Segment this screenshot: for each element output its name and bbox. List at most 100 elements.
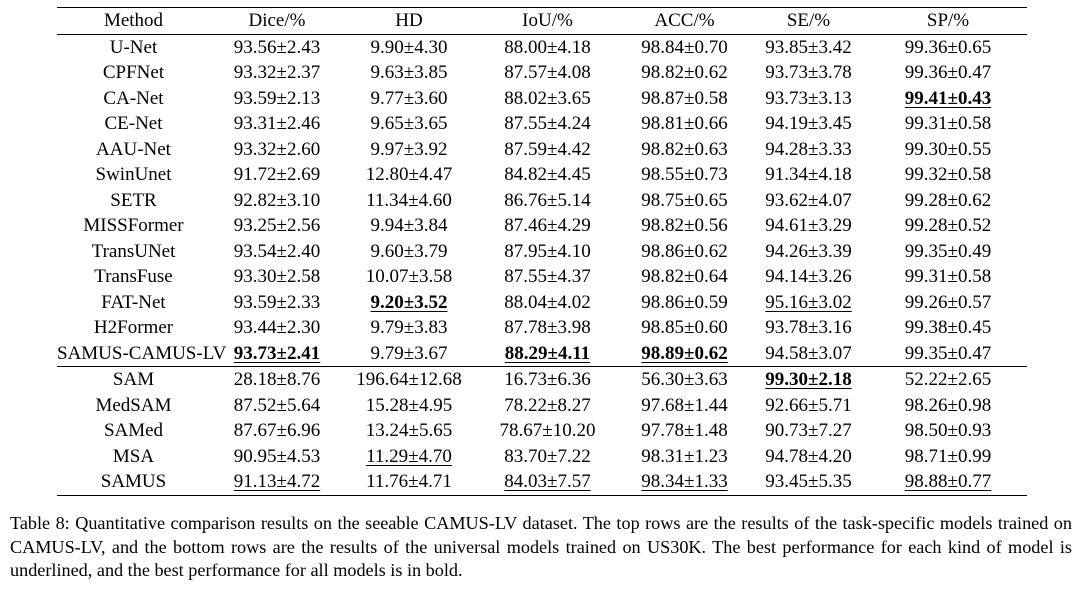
metric-value: 99.31±0.58 bbox=[904, 266, 992, 287]
metric-value: 94.61±3.29 bbox=[765, 215, 852, 236]
metric-value: 98.87±0.58 bbox=[641, 87, 728, 109]
metric-value: 9.90±4.30 bbox=[370, 36, 448, 58]
metric-cell: 52.22±2.65 bbox=[869, 366, 1027, 393]
table-caption: Table 8: Quantitative comparison results… bbox=[10, 513, 1072, 580]
metric-cell: 88.02±3.65 bbox=[474, 86, 621, 112]
table-row: SwinUnet 91.72±2.69 12.80±4.47 84.82±4.45 98… bbox=[57, 162, 1027, 188]
metric-cell: 97.68±1.44 bbox=[621, 393, 748, 419]
metric-cell: 91.72±2.69 bbox=[210, 162, 344, 188]
metric-value: 98.34±1.33 bbox=[641, 471, 728, 492]
metric-cell: 99.28±0.62 bbox=[869, 188, 1027, 214]
metric-cell: 16.73±6.36 bbox=[474, 366, 621, 393]
metric-value: 98.82±0.56 bbox=[641, 215, 728, 236]
metric-value: 98.82±0.64 bbox=[641, 266, 728, 287]
metric-cell: 99.28±0.52 bbox=[869, 213, 1027, 239]
metric-cell: 93.59±2.33 bbox=[210, 290, 344, 316]
metric-value: 97.78±1.48 bbox=[641, 420, 728, 441]
table-row: TransUNet 93.54±2.40 9.60±3.79 87.95±4.10 98… bbox=[57, 239, 1027, 265]
metric-cell: 98.88±0.77 bbox=[869, 469, 1027, 496]
method-cell: AAU-Net bbox=[96, 138, 171, 160]
results-table-container: Method Dice/% HD IoU/% ACC/% SE/% SP/% U… bbox=[57, 7, 1027, 496]
metric-value: 9.97±3.92 bbox=[370, 138, 448, 160]
metric-cell: 87.95±4.10 bbox=[474, 239, 621, 265]
metric-value: 93.73±3.13 bbox=[765, 87, 852, 109]
method-cell: CE-Net bbox=[104, 113, 163, 134]
metric-value: 90.73±7.27 bbox=[765, 420, 852, 441]
metric-value: 93.44±2.30 bbox=[233, 317, 321, 338]
method-cell: H2Former bbox=[93, 317, 174, 338]
metric-value: 88.29±4.11 bbox=[504, 342, 591, 364]
metric-value: 93.30±2.58 bbox=[233, 266, 321, 287]
metric-value: 92.82±3.10 bbox=[233, 189, 321, 211]
metric-value: 196.64±12.68 bbox=[356, 369, 462, 390]
metric-value: 93.54±2.40 bbox=[233, 240, 321, 262]
metric-cell: 88.04±4.02 bbox=[474, 290, 621, 316]
metric-value: 93.59±2.33 bbox=[233, 291, 321, 313]
metric-cell: 98.82±0.63 bbox=[621, 137, 748, 163]
metric-cell: 93.31±2.46 bbox=[210, 111, 344, 137]
metric-value: 98.31±1.23 bbox=[641, 445, 728, 467]
metric-value: 11.76±4.71 bbox=[366, 471, 452, 492]
metric-cell: 98.89±0.62 bbox=[621, 341, 748, 367]
metric-cell: 11.76±4.71 bbox=[344, 469, 474, 496]
metric-value: 99.31±0.58 bbox=[904, 113, 992, 134]
metric-cell: 99.30±2.18 bbox=[748, 366, 869, 393]
metric-value: 99.26±0.57 bbox=[904, 291, 992, 313]
metric-cell: 93.59±2.13 bbox=[210, 86, 344, 112]
method-cell: SAMUS-CAMUS-LV bbox=[57, 342, 227, 364]
metric-cell: 9.65±3.65 bbox=[344, 111, 474, 137]
metric-cell: 99.31±0.58 bbox=[869, 111, 1027, 137]
metric-value: 9.65±3.65 bbox=[370, 113, 448, 134]
metric-cell: 98.31±1.23 bbox=[621, 444, 748, 470]
metric-cell: 93.85±3.42 bbox=[748, 34, 869, 60]
metric-value: 99.30±2.18 bbox=[765, 369, 852, 390]
metric-value: 98.26±0.98 bbox=[904, 394, 992, 416]
metric-cell: 99.31±0.58 bbox=[869, 264, 1027, 290]
metric-cell: 98.50±0.93 bbox=[869, 418, 1027, 444]
metric-value: 84.82±4.45 bbox=[504, 164, 591, 185]
metric-cell: 98.82±0.64 bbox=[621, 264, 748, 290]
table-row: MSA 90.95±4.53 11.29±4.70 83.70±7.22 98.31±1… bbox=[57, 444, 1027, 470]
metric-value: 93.73±3.78 bbox=[765, 62, 852, 83]
metric-value: 15.28±4.95 bbox=[365, 394, 453, 416]
metric-value: 9.20±3.52 bbox=[370, 291, 448, 313]
metric-value: 94.19±3.45 bbox=[765, 113, 852, 134]
metric-value: 94.14±3.26 bbox=[765, 266, 852, 287]
metric-cell: 78.22±8.27 bbox=[474, 393, 621, 419]
metric-cell: 9.79±3.83 bbox=[344, 315, 474, 341]
metric-cell: 93.73±3.13 bbox=[748, 86, 869, 112]
table-row: MedSAM 87.52±5.64 15.28±4.95 78.22±8.27 97.6… bbox=[57, 393, 1027, 419]
metric-cell: 93.73±2.41 bbox=[210, 341, 344, 367]
metric-value: 98.89±0.62 bbox=[641, 342, 728, 364]
metric-cell: 9.79±3.67 bbox=[344, 341, 474, 367]
metric-cell: 10.07±3.58 bbox=[344, 264, 474, 290]
metric-cell: 93.30±2.58 bbox=[210, 264, 344, 290]
metric-value: 97.68±1.44 bbox=[641, 394, 728, 416]
metric-cell: 93.56±2.43 bbox=[210, 34, 344, 60]
table-row: TransFuse 93.30±2.58 10.07±3.58 87.55±4.37 9… bbox=[57, 264, 1027, 290]
metric-value: 88.00±4.18 bbox=[504, 36, 591, 58]
metric-cell: 98.84±0.70 bbox=[621, 34, 748, 60]
results-table: Method Dice/% HD IoU/% ACC/% SE/% SP/% U… bbox=[57, 7, 1027, 496]
metric-value: 87.52±5.64 bbox=[233, 394, 321, 416]
table-row: SAMUS-CAMUS-LV 93.73±2.41 9.79±3.67 88.29±4… bbox=[57, 341, 1027, 367]
method-cell: MSA bbox=[112, 445, 155, 467]
metric-value: 28.18±8.76 bbox=[233, 369, 321, 390]
metric-cell: 90.95±4.53 bbox=[210, 444, 344, 470]
metric-value: 13.24±5.65 bbox=[365, 420, 453, 441]
metric-value: 99.30±0.55 bbox=[904, 138, 992, 160]
table-body: U-Net 93.56±2.43 9.90±4.30 88.00±4.18 98.84±… bbox=[57, 34, 1027, 496]
metric-cell: 87.57±4.08 bbox=[474, 60, 621, 86]
metric-cell: 98.75±0.65 bbox=[621, 188, 748, 214]
metric-value: 93.25±2.56 bbox=[233, 215, 321, 236]
metric-cell: 93.32±2.60 bbox=[210, 137, 344, 163]
metric-cell: 9.20±3.52 bbox=[344, 290, 474, 316]
metric-cell: 11.34±4.60 bbox=[344, 188, 474, 214]
table-row: H2Former 93.44±2.30 9.79±3.83 87.78±3.98 98.… bbox=[57, 315, 1027, 341]
metric-value: 99.38±0.45 bbox=[904, 317, 992, 338]
metric-value: 87.55±4.37 bbox=[504, 266, 591, 287]
metric-value: 9.94±3.84 bbox=[370, 215, 448, 236]
method-cell: MedSAM bbox=[95, 394, 172, 416]
method-cell: FAT-Net bbox=[101, 291, 166, 313]
method-cell: MISSFormer bbox=[83, 215, 184, 236]
